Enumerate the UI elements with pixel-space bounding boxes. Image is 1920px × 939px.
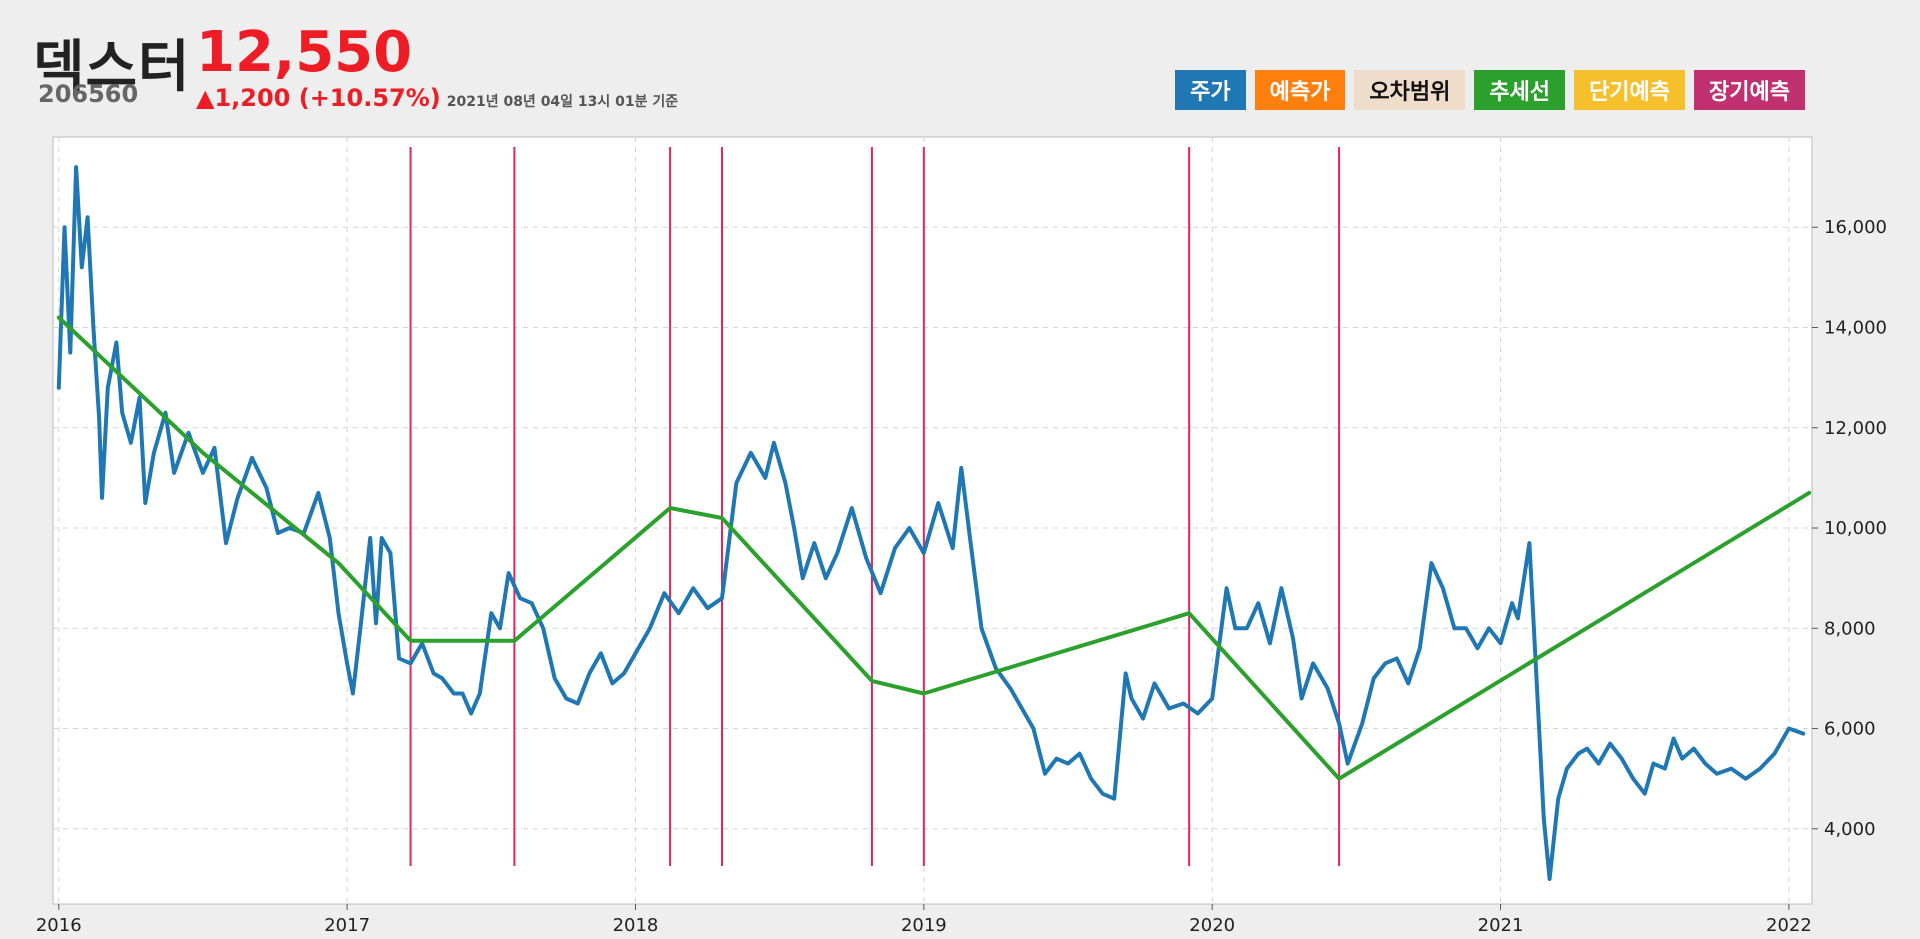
price-change-row: ▲1,200 (+10.57%) 2021년 08년 04일 13시 01분 기준 — [196, 84, 678, 112]
ticker-code: 206560 — [38, 80, 139, 108]
legend: 주가 예측가 오차범위 추세선 단기예측 장기예측 — [1175, 70, 1805, 110]
y-tick-label: 16,000 — [1824, 217, 1887, 238]
y-tick-label: 4,000 — [1824, 819, 1876, 840]
price-change: ▲1,200 (+10.57%) — [196, 84, 441, 112]
as-of-timestamp: 2021년 08년 04일 13시 01분 기준 — [446, 94, 679, 110]
header: 덱스터 206560 12,550 ▲1,200 (+10.57%) 2021년 … — [0, 0, 1920, 130]
x-tick-label: 2017 — [324, 915, 370, 936]
y-tick-label: 14,000 — [1824, 317, 1887, 338]
trend-line — [56, 315, 1812, 781]
x-tick-label: 2020 — [1189, 915, 1235, 936]
legend-error-range[interactable]: 오차범위 — [1354, 70, 1466, 110]
company-name: 덱스터 — [33, 35, 191, 100]
y-tick-label: 6,000 — [1824, 719, 1876, 740]
x-tick-label: 2022 — [1766, 915, 1812, 936]
legend-forecast[interactable]: 예측가 — [1254, 70, 1346, 110]
current-price: 12,550 — [196, 20, 413, 85]
legend-price[interactable]: 주가 — [1175, 70, 1246, 110]
x-tick-label: 2019 — [901, 915, 947, 936]
y-tick-label: 10,000 — [1824, 518, 1887, 539]
y-tick-label: 8,000 — [1824, 618, 1876, 639]
x-tick-label: 2021 — [1478, 915, 1524, 936]
y-tick-label: 12,000 — [1824, 418, 1887, 439]
x-tick-label: 2018 — [613, 915, 659, 936]
legend-long-term-forecast[interactable]: 장기예측 — [1694, 70, 1805, 110]
legend-short-term-forecast[interactable]: 단기예측 — [1574, 70, 1686, 110]
x-tick-label: 2016 — [36, 915, 82, 936]
legend-trendline[interactable]: 추세선 — [1474, 70, 1566, 110]
